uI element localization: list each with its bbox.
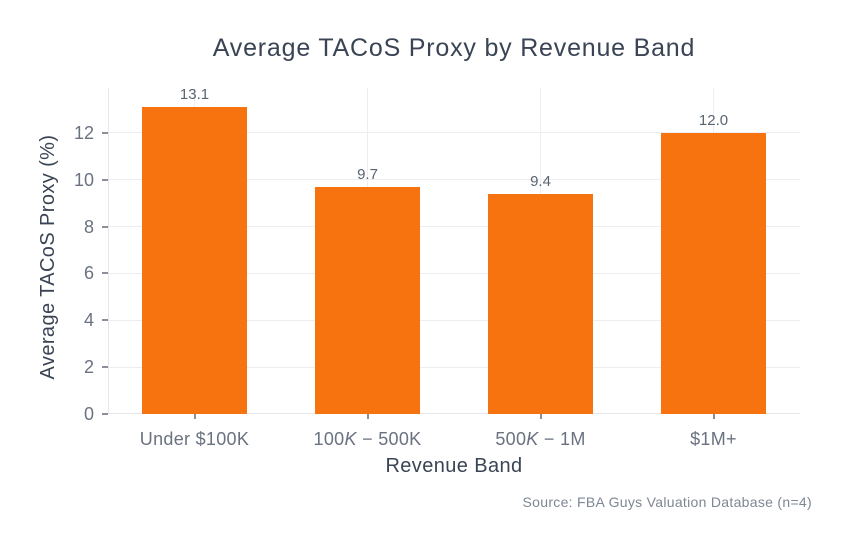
x-tick-label-part: Under $100K	[139, 429, 250, 449]
y-tick-label: 4	[83, 310, 94, 331]
y-axis-label: Average TACoS Proxy (%)	[37, 134, 59, 380]
x-tick-label-part: 100	[313, 429, 345, 449]
horizontal-gridline	[108, 366, 800, 368]
bar-value-label: 9.7	[357, 165, 378, 183]
y-tick-label: 6	[83, 263, 94, 284]
bar-value-label: 13.1	[179, 86, 210, 104]
bar-4	[661, 132, 766, 414]
horizontal-gridline	[108, 132, 800, 134]
bar-1	[142, 107, 247, 414]
y-tick-label: 2	[83, 357, 94, 378]
x-tick-mark	[366, 414, 369, 419]
x-axis-spine	[108, 413, 800, 414]
y-tick-mark	[102, 272, 108, 275]
y-tick-label: 12	[73, 122, 94, 143]
x-tick-label: 500K − 1M	[449, 428, 633, 450]
x-tick-mark	[712, 414, 715, 419]
y-tick-label: 0	[83, 404, 94, 424]
y-tick-mark	[102, 413, 108, 415]
x-tick-mark	[193, 414, 196, 419]
x-tick-label: 100K − 500K	[276, 428, 460, 450]
bar-value-label: 9.4	[530, 172, 551, 190]
y-tick-mark	[102, 178, 108, 181]
x-tick-label: Under $100K	[103, 428, 287, 450]
y-tick-label: 8	[83, 216, 94, 237]
y-tick-mark	[102, 225, 108, 228]
chart-title: Average TACoS Proxy by Revenue Band	[212, 34, 696, 62]
horizontal-gridline	[108, 226, 800, 228]
y-tick-mark	[102, 319, 108, 322]
x-tick-label-part: $1M+	[690, 429, 737, 449]
x-tick-label-part: K	[526, 429, 539, 449]
source-note: Source: FBA Guys Valuation Database (n=4…	[522, 494, 812, 510]
horizontal-gridline	[108, 319, 800, 321]
bar-3	[488, 193, 593, 414]
plot-area: 0 2 4 6 8 10 12 13.1 9.7 9.4 12.0 Under $100K 100K −…	[74, 86, 800, 449]
x-tick-mark	[539, 414, 542, 419]
horizontal-gridline	[108, 179, 800, 181]
x-tick-label-part: 500	[495, 429, 527, 449]
x-tick-label-part: K	[344, 429, 357, 449]
y-tick-mark	[102, 131, 108, 134]
y-axis-spine	[108, 88, 109, 414]
bar-value-label: 12.0	[698, 111, 729, 129]
horizontal-gridline	[108, 272, 800, 274]
x-tick-label-part: − 500K	[356, 429, 422, 449]
y-tick-label: 10	[73, 169, 94, 190]
x-tick-label-part: − 1M	[538, 429, 586, 449]
x-axis-label: Revenue Band	[385, 455, 523, 477]
y-tick-mark	[102, 366, 108, 369]
bar-2	[315, 186, 420, 414]
x-tick-label: $1M+	[622, 428, 806, 450]
